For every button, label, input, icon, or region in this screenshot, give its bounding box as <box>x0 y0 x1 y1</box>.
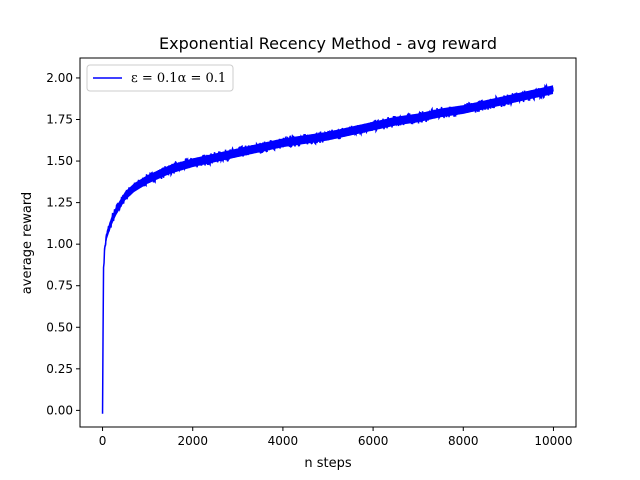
y-axis-ticks: 0.00 0.25 0.50 0.75 1.00 1.25 1.50 1.75 2.00 <box>46 71 80 417</box>
chart-title: Exponential Recency Method - avg reward <box>159 34 497 53</box>
plot-area <box>101 83 554 414</box>
y-tick-label: 1.25 <box>46 196 73 210</box>
legend: ε = 0.1α = 0.1 <box>86 64 234 92</box>
x-tick-label: 4000 <box>268 434 299 448</box>
x-tick-label: 10000 <box>534 434 572 448</box>
legend-label: ε = 0.1α = 0.1 <box>131 71 226 86</box>
legend-frame <box>86 64 234 92</box>
x-tick-label: 6000 <box>358 434 389 448</box>
axes-frame <box>79 57 577 428</box>
x-tick-label: 8000 <box>448 434 479 448</box>
x-axis-ticks: 0 2000 4000 6000 8000 10000 <box>99 427 573 448</box>
y-tick-label: 0.25 <box>46 362 73 376</box>
y-tick-label: 0.75 <box>46 279 73 293</box>
y-tick-label: 1.00 <box>46 237 73 251</box>
x-axis-label: n steps <box>304 456 351 471</box>
y-axis-label: average reward <box>20 192 35 294</box>
y-tick-label: 0.50 <box>46 320 73 334</box>
y-tick-label: 2.00 <box>46 71 73 85</box>
y-tick-label: 1.50 <box>46 154 73 168</box>
x-tick-label: 0 <box>99 434 107 448</box>
x-tick-label: 2000 <box>177 434 208 448</box>
y-tick-label: 0.00 <box>46 403 73 417</box>
y-tick-label: 1.75 <box>46 113 73 127</box>
series-line <box>101 83 554 414</box>
